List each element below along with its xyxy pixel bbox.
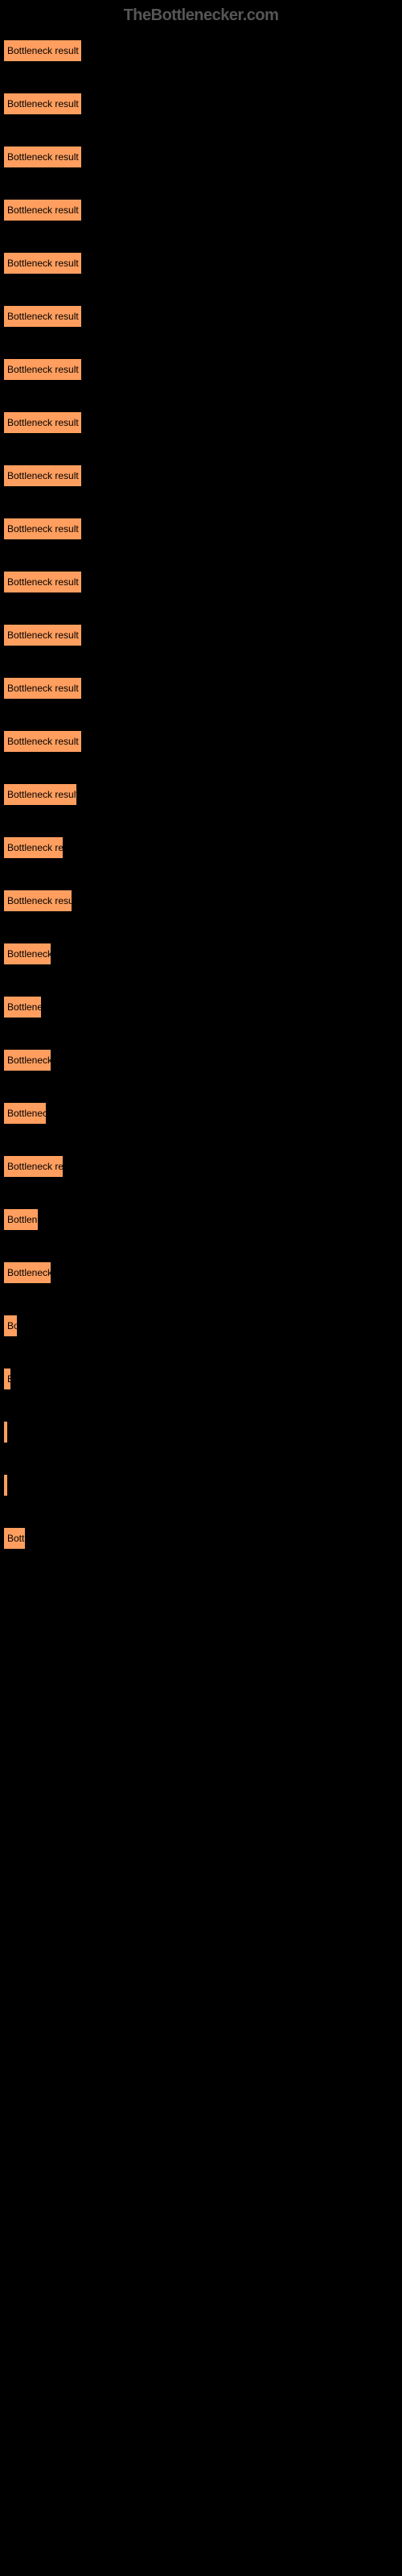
bar: Bott — [3, 1527, 26, 1550]
bar — [3, 1474, 8, 1496]
bar: Bottleneck result — [3, 305, 82, 328]
bar-row: Bottleneck re — [0, 836, 402, 859]
bar-label: Bottleneck result — [7, 523, 79, 535]
bar: Bottleneck — [3, 943, 51, 965]
bar-label: Bott — [7, 1533, 24, 1544]
bar-row: Bottleneck result — [0, 39, 402, 62]
bar-row: Bottleneck result — [0, 464, 402, 487]
bar-row: Bottlene — [0, 996, 402, 1018]
bar-label: Bottleneck result — [7, 576, 79, 588]
bar-row: Bottleneck — [0, 1049, 402, 1071]
bar-row: Bottleneck result — [0, 93, 402, 115]
bar-label: Bottlene — [7, 1001, 42, 1013]
bar: Bottleneck result — [3, 39, 82, 62]
bar-row: Bottleneck result — [0, 199, 402, 221]
bar-row: Bottleneck result — [0, 571, 402, 593]
bar: Bottleneck result — [3, 730, 82, 753]
bar-label: Bottleneck result — [7, 789, 77, 800]
bar: Bottleneck result — [3, 624, 82, 646]
bar-label: Bottleneck result — [7, 45, 79, 56]
bar: Bottleneck result — [3, 146, 82, 168]
bar-label: Bottleneck result — [7, 736, 79, 747]
site-title: TheBottlenecker.com — [124, 6, 279, 24]
bar-row: Bottleneck result — [0, 252, 402, 275]
bar-label: Bottleneck result — [7, 417, 79, 428]
bar-label: Bottleneck result — [7, 258, 79, 269]
bar: Bottleneck result — [3, 411, 82, 434]
bar-row: Bottleneck result — [0, 783, 402, 806]
bar: B — [3, 1368, 11, 1390]
bar-label: Bottleneck result — [7, 151, 79, 163]
bar-row: Bottleneck result — [0, 146, 402, 168]
bar-row: B — [0, 1368, 402, 1390]
bar: Bottleneck result — [3, 571, 82, 593]
bar: Bottleneck result — [3, 464, 82, 487]
bar: Bottleneck re — [3, 1155, 64, 1178]
bar-row: Bottleneck result — [0, 624, 402, 646]
bar-label: Bottleneck result — [7, 311, 79, 322]
bar-row: Bottleneck re — [0, 1155, 402, 1178]
bar: Bottlene — [3, 996, 42, 1018]
bar: Bottleneck result — [3, 358, 82, 381]
bar-row: Bo — [0, 1315, 402, 1337]
bar: Bottleneck result — [3, 93, 82, 115]
bar: Bottleneck result — [3, 199, 82, 221]
bar: Bottlenec — [3, 1102, 47, 1125]
bar-label: Bottleneck result — [7, 470, 79, 481]
bar: Bottlen — [3, 1208, 39, 1231]
bar-row: Bottleneck result — [0, 411, 402, 434]
bar-row: Bott — [0, 1527, 402, 1550]
bar-row: Bottleneck result — [0, 730, 402, 753]
bar — [3, 1421, 8, 1443]
bar-label: Bottleneck re — [7, 1161, 64, 1172]
bar-label: Bottleneck result — [7, 98, 79, 109]
bar-chart: Bottleneck result Bottleneck result Bottle… — [0, 31, 402, 1588]
bar: Bo — [3, 1315, 18, 1337]
bar-label: Bottleneck result — [7, 364, 79, 375]
bar: Bottleneck result — [3, 677, 82, 700]
bar: Bottleneck result — [3, 783, 77, 806]
bar: Bottleneck re — [3, 836, 64, 859]
bar-row: Bottleneck result — [0, 677, 402, 700]
bar-row: Bottleneck resu — [0, 890, 402, 912]
bar-label: Bottleneck result — [7, 204, 79, 216]
bar-row: Bottleneck result — [0, 518, 402, 540]
bar-label: Bottleneck — [7, 1267, 51, 1278]
bar-row — [0, 1474, 402, 1496]
bar: Bottleneck resu — [3, 890, 72, 912]
bar: Bottleneck — [3, 1261, 51, 1284]
bar-label: Bottleneck result — [7, 683, 79, 694]
bar-label: Bottlenec — [7, 1108, 47, 1119]
bar-row: Bottlenec — [0, 1102, 402, 1125]
bar: Bottleneck result — [3, 252, 82, 275]
bar-label: Bottleneck resu — [7, 895, 72, 906]
bar-label: Bottleneck result — [7, 630, 79, 641]
bar-row: Bottleneck result — [0, 305, 402, 328]
bar-row: Bottleneck result — [0, 358, 402, 381]
bar-row: Bottlen — [0, 1208, 402, 1231]
bar-label: Bottleneck — [7, 948, 51, 960]
bar-label: B — [7, 1373, 11, 1385]
bar-label: Bottlen — [7, 1214, 37, 1225]
bar-row — [0, 1421, 402, 1443]
bar: Bottleneck result — [3, 518, 82, 540]
bar-row: Bottleneck — [0, 943, 402, 965]
bar-label: Bottleneck — [7, 1055, 51, 1066]
bar: Bottleneck — [3, 1049, 51, 1071]
bar-label: Bottleneck re — [7, 842, 64, 853]
header: TheBottlenecker.com — [0, 0, 402, 31]
bar-row: Bottleneck — [0, 1261, 402, 1284]
bar-label: Bo — [7, 1320, 18, 1331]
